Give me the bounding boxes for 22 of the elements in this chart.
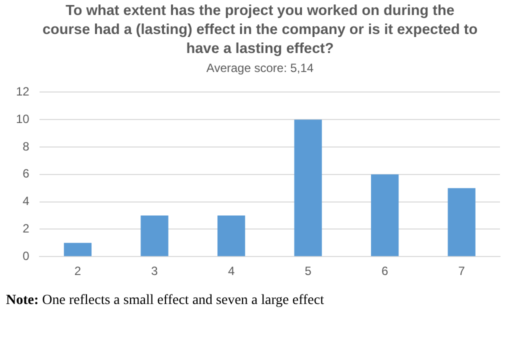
y-tick-label: 2 bbox=[22, 222, 30, 236]
y-tick-label: 12 bbox=[16, 84, 30, 99]
y-tick-label: 8 bbox=[22, 139, 30, 154]
y-tick-label: 4 bbox=[22, 194, 30, 208]
chart-title: To what extent has the project you worked on during the course had a (lasting) effect in the company or is it expected to have a lasting effect? bbox=[41, 2, 479, 59]
y-tick-label: 0 bbox=[22, 248, 30, 263]
y-tick-label: 6 bbox=[22, 166, 30, 181]
x-tick-label: 3 bbox=[151, 264, 158, 278]
x-tick-label: 7 bbox=[458, 264, 466, 278]
bar bbox=[448, 188, 476, 256]
x-tick-label: 2 bbox=[74, 264, 82, 278]
text: Note: One reflects a small effect and seven a large effect bbox=[6, 293, 325, 309]
x-tick-label: 5 bbox=[304, 264, 312, 278]
bar bbox=[371, 174, 399, 256]
y-tick-label: 10 bbox=[16, 112, 30, 126]
bar bbox=[64, 242, 92, 256]
x-tick-label: 6 bbox=[381, 264, 388, 278]
bar bbox=[140, 216, 168, 256]
bar bbox=[217, 216, 246, 256]
bar bbox=[294, 120, 322, 256]
x-tick-label: 4 bbox=[228, 264, 235, 278]
chart-subtitle: Average score: 5,14 bbox=[205, 61, 315, 75]
